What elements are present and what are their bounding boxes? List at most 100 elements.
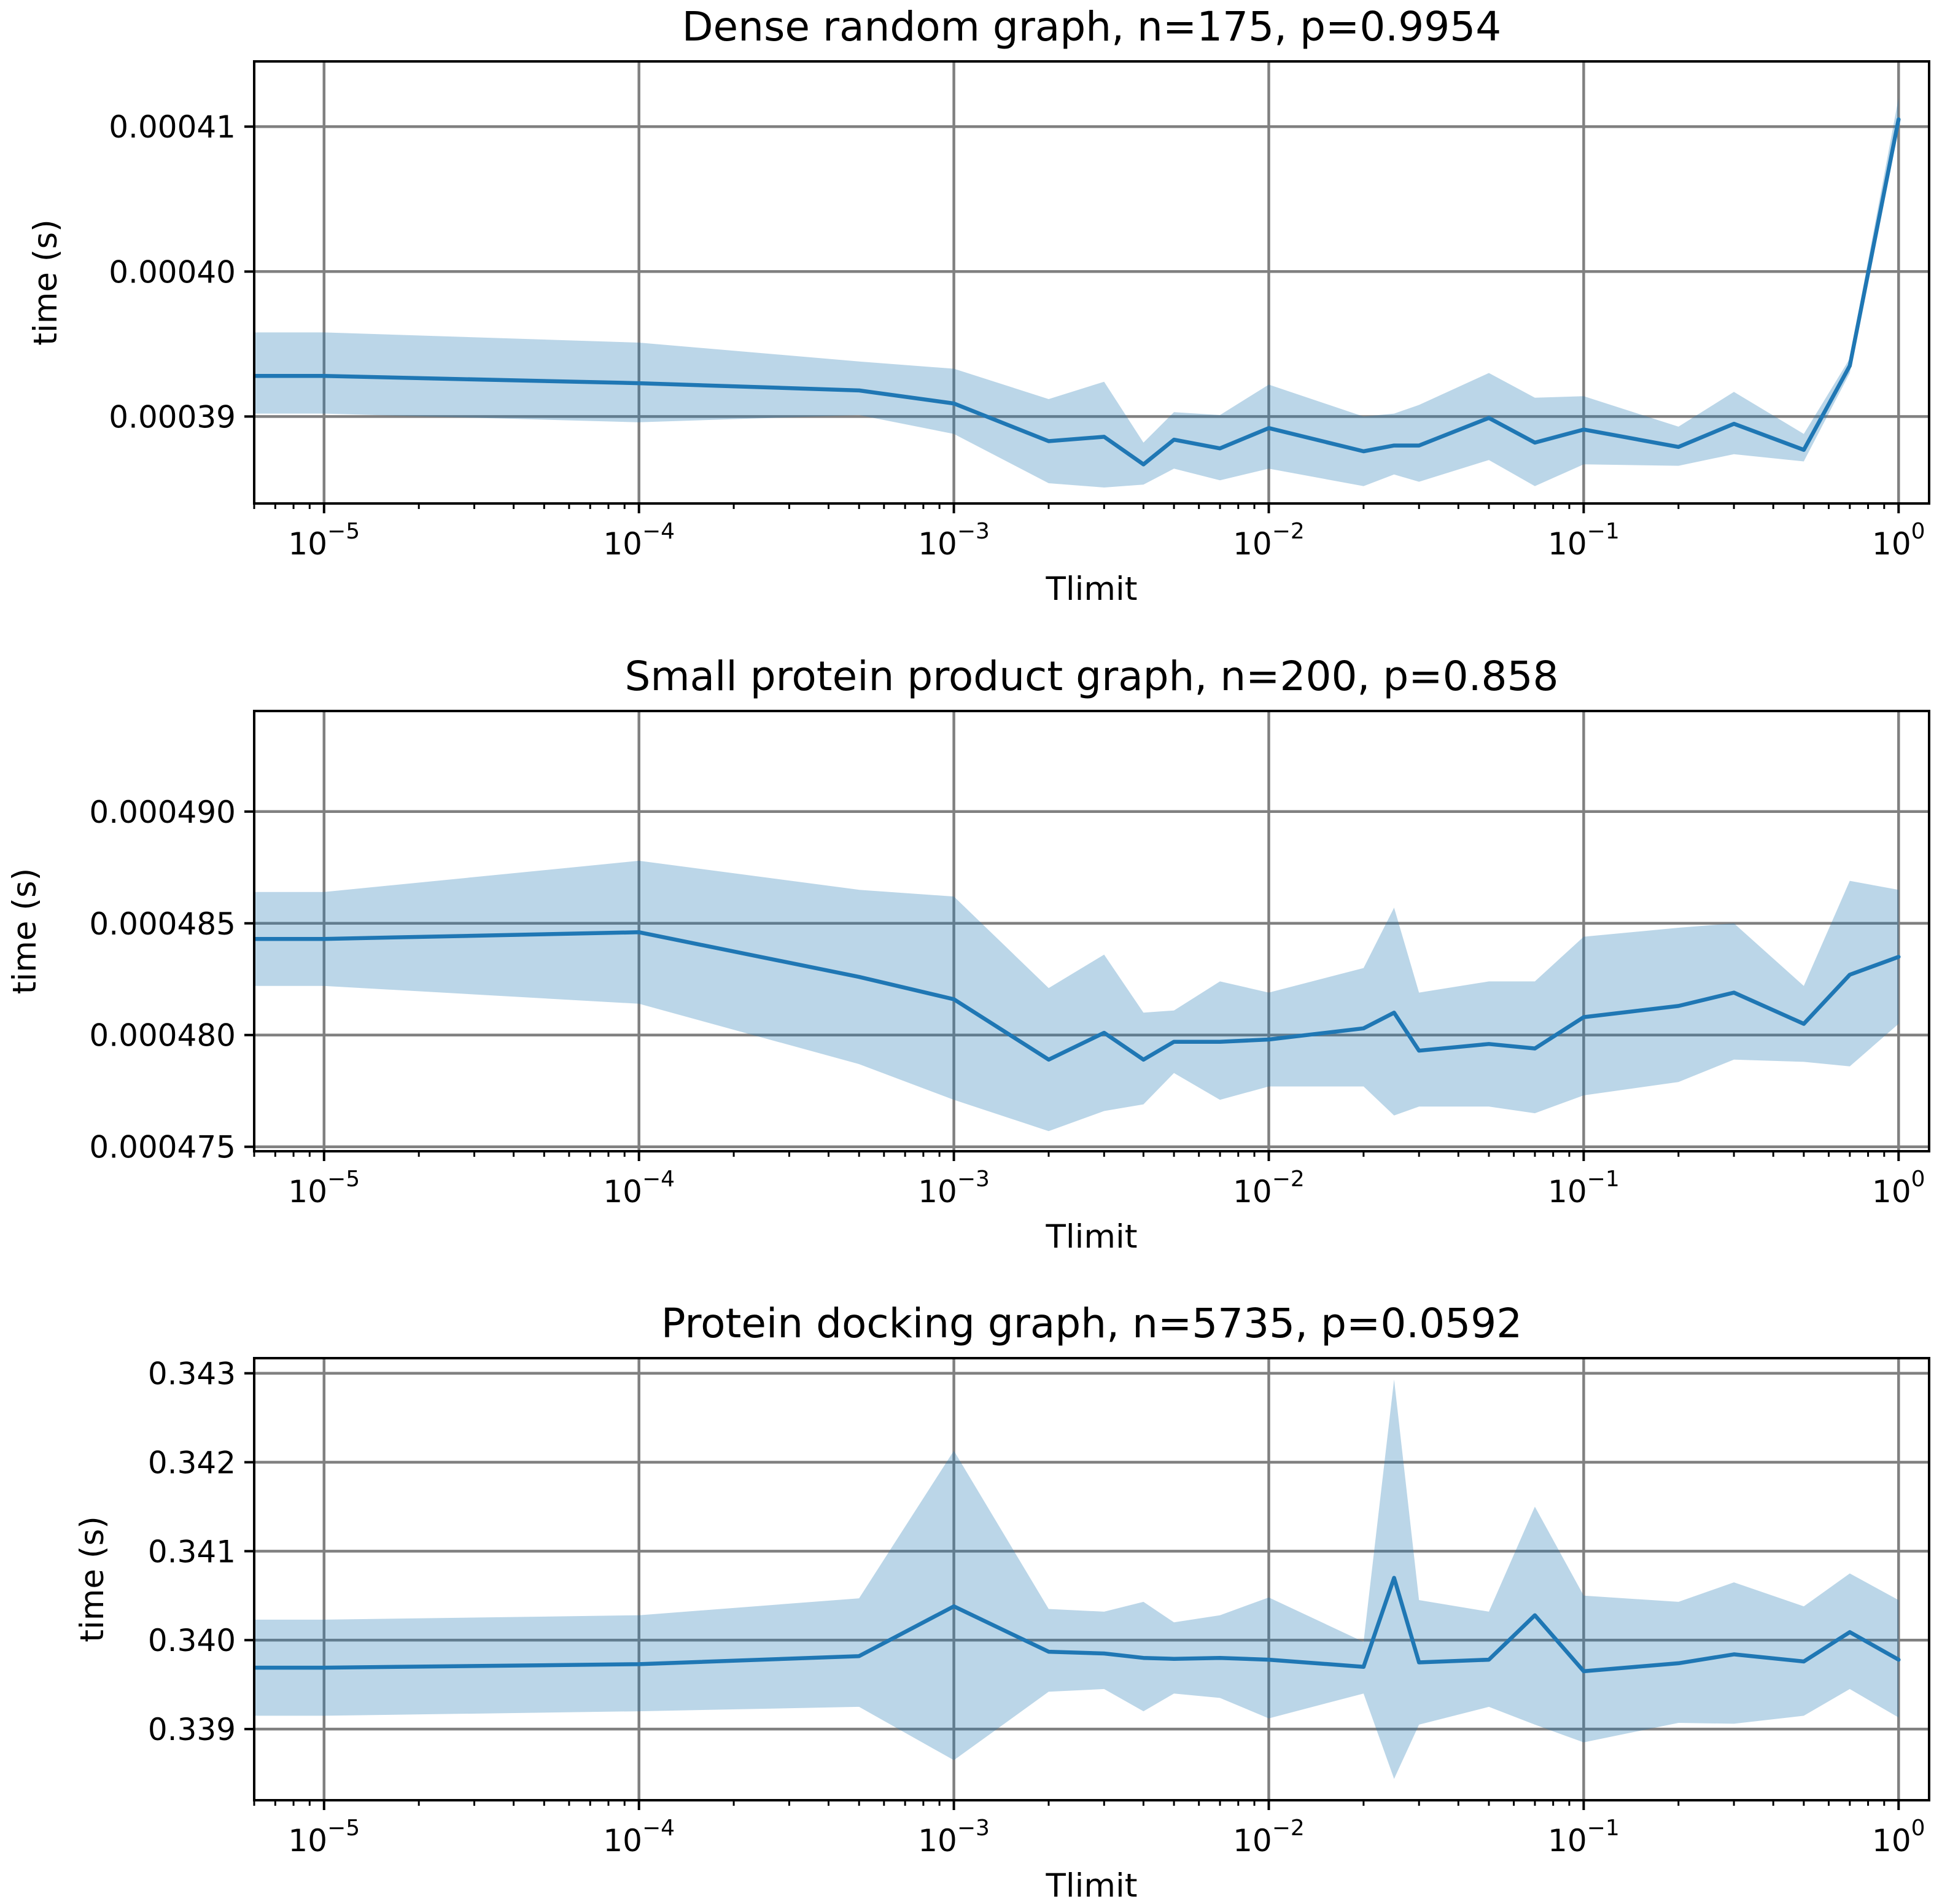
- chart-2-y-tick-label-2: 0.341: [148, 1534, 236, 1569]
- chart-2-title: Protein docking graph, n=5735, p=0.0592: [661, 1300, 1523, 1347]
- chart-0-x-tick-label-4: 10−1: [1548, 519, 1620, 562]
- chart-0-x-tick-exp-1: −4: [642, 519, 675, 544]
- chart-0-ylabel: time (s): [27, 219, 64, 346]
- chart-1-y-tick-label-0: 0.000475: [89, 1130, 236, 1165]
- chart-1-x-tick-label-1: 10−4: [603, 1167, 675, 1210]
- chart-2-data: [254, 1379, 1901, 1779]
- chart-1-x-tick-exp-5: 0: [1911, 1167, 1925, 1192]
- chart-1-ylabel: time (s): [6, 868, 44, 995]
- chart-2-frame: [253, 1357, 1930, 1801]
- chart-2-x-tick-label-0: 10−5: [288, 1816, 360, 1859]
- chart-1-x-tick-label-2: 10−3: [918, 1167, 990, 1210]
- chart-0-band: [254, 98, 1899, 488]
- chart-1-x-ticks: 10−5 10−4 10−3 10−2 10−1 100: [253, 1151, 1925, 1210]
- chart-0-x-tick-base-4: 10: [1548, 526, 1587, 562]
- chart-2-x-tick-exp-3: −2: [1272, 1816, 1305, 1841]
- chart-0-y-ticks: 0.00039 0.00040 0.00041: [109, 109, 254, 435]
- chart-1-x-tick-base-5: 10: [1872, 1174, 1911, 1210]
- chart-2-xlabel: Tlimit: [1046, 1867, 1138, 1904]
- chart-0-frame: [253, 60, 1930, 505]
- chart-1-x-tick-label-4: 10−1: [1548, 1167, 1620, 1210]
- chart-2-band: [254, 1379, 1899, 1779]
- chart-1-y-tick-label-1: 0.000480: [89, 1018, 236, 1054]
- chart-0-y-tick-label-0: 0.00039: [109, 399, 236, 435]
- chart-1-x-tick-base-4: 10: [1548, 1174, 1587, 1210]
- chart-2-x-tick-exp-5: 0: [1911, 1816, 1925, 1841]
- chart-0-x-tick-exp-0: −5: [327, 519, 360, 544]
- chart-1-x-tick-base-1: 10: [603, 1174, 642, 1210]
- chart-2-x-tick-base-0: 10: [288, 1823, 327, 1859]
- chart-0-x-tick-base-0: 10: [288, 526, 327, 562]
- chart-1-x-tick-base-3: 10: [1233, 1174, 1272, 1210]
- chart-1-y-tick-label-3: 0.000490: [89, 795, 236, 830]
- chart-0-x-tick-label-2: 10−3: [918, 519, 990, 562]
- chart-0-xlabel: Tlimit: [1046, 570, 1138, 608]
- chart-1-title: Small protein product graph, n=200, p=0.…: [624, 653, 1558, 700]
- chart-0-x-tick-label-3: 10−2: [1233, 519, 1305, 562]
- chart-1-x-tick-base-2: 10: [918, 1174, 957, 1210]
- chart-0-x-tick-label-1: 10−4: [603, 519, 675, 562]
- chart-1-x-tick-exp-0: −5: [327, 1167, 360, 1192]
- chart-0-x-tick-base-3: 10: [1233, 526, 1272, 562]
- chart-0-x-tick-label-0: 10−5: [288, 519, 360, 562]
- chart-2-x-tick-base-1: 10: [603, 1823, 642, 1859]
- chart-2-ylabel: time (s): [74, 1516, 111, 1642]
- chart-2-x-tick-exp-0: −5: [327, 1816, 360, 1841]
- chart-2-x-tick-base-3: 10: [1233, 1823, 1272, 1859]
- chart-1-x-tick-base-0: 10: [288, 1174, 327, 1210]
- chart-1-x-tick-exp-2: −3: [957, 1167, 990, 1192]
- chart-1-band: [254, 860, 1899, 1132]
- chart-2-x-tick-base-2: 10: [918, 1823, 957, 1859]
- chart-2-x-tick-label-1: 10−4: [603, 1816, 675, 1859]
- chart-1-xlabel: Tlimit: [1046, 1218, 1138, 1256]
- chart-0-mean-line: [254, 117, 1901, 467]
- chart-1-x-tick-exp-3: −2: [1272, 1167, 1305, 1192]
- chart-1-x-tick-label-3: 10−2: [1233, 1167, 1305, 1210]
- chart-2-y-tick-label-3: 0.342: [148, 1445, 236, 1480]
- chart-1-grid: [254, 711, 1929, 1151]
- chart-2-x-tick-exp-4: −1: [1587, 1816, 1620, 1841]
- chart-0-y-tick-label-2: 0.00041: [109, 109, 236, 145]
- chart-2-x-tick-exp-2: −3: [957, 1816, 990, 1841]
- chart-2: Protein docking graph, n=5735, p=0.0592 1…: [74, 1300, 1930, 1904]
- chart-0-x-tick-exp-3: −2: [1272, 519, 1305, 544]
- chart-0-data: [254, 98, 1901, 488]
- chart-1-x-tick-label-0: 10−5: [288, 1167, 360, 1210]
- chart-2-y-tick-label-1: 0.340: [148, 1623, 236, 1658]
- chart-2-x-tick-base-4: 10: [1548, 1823, 1587, 1859]
- chart-1-x-tick-exp-4: −1: [1587, 1167, 1620, 1192]
- chart-2-x-tick-base-5: 10: [1872, 1823, 1911, 1859]
- chart-0-x-tick-label-5: 100: [1872, 519, 1925, 562]
- chart-2-y-tick-label-4: 0.343: [148, 1356, 236, 1392]
- chart-1-x-tick-label-5: 100: [1872, 1167, 1925, 1210]
- chart-1-y-tick-label-2: 0.000485: [89, 906, 236, 942]
- chart-2-y-tick-label-0: 0.339: [148, 1712, 236, 1747]
- chart-1-frame: [253, 710, 1930, 1152]
- chart-1-data: [254, 860, 1901, 1132]
- chart-2-y-ticks: 0.339 0.340 0.341 0.342 0.343: [148, 1356, 254, 1747]
- chart-2-x-tick-label-4: 10−1: [1548, 1816, 1620, 1859]
- chart-2-x-tick-label-3: 10−2: [1233, 1816, 1305, 1859]
- chart-2-x-ticks: 10−5 10−4 10−3 10−2 10−1 100: [253, 1800, 1925, 1859]
- chart-0-x-tick-exp-5: 0: [1911, 519, 1925, 544]
- chart-0-title: Dense random graph, n=175, p=0.9954: [682, 3, 1502, 50]
- chart-1: Small protein product graph, n=200, p=0.…: [6, 653, 1930, 1256]
- chart-0-y-tick-label-1: 0.00040: [109, 254, 236, 290]
- chart-2-mean-line: [254, 1576, 1901, 1674]
- chart-0-x-tick-base-1: 10: [603, 526, 642, 562]
- chart-1-x-tick-exp-1: −4: [642, 1167, 675, 1192]
- chart-0-x-tick-exp-4: −1: [1587, 519, 1620, 544]
- chart-1-mean-line: [254, 930, 1901, 1062]
- chart-2-x-tick-exp-1: −4: [642, 1816, 675, 1841]
- chart-2-grid: [254, 1358, 1929, 1800]
- chart-0-x-tick-exp-2: −3: [957, 519, 990, 544]
- chart-0-x-ticks: 10−5 10−4 10−3 10−2 10−1 100: [253, 503, 1925, 562]
- chart-0-x-tick-base-5: 10: [1872, 526, 1911, 562]
- chart-0-x-tick-base-2: 10: [918, 526, 957, 562]
- chart-1-y-ticks: 0.000475 0.000480 0.000485 0.000490: [89, 795, 254, 1165]
- chart-0-grid: [254, 61, 1929, 503]
- chart-2-x-tick-label-2: 10−3: [918, 1816, 990, 1859]
- chart-2-x-tick-label-5: 100: [1872, 1816, 1925, 1859]
